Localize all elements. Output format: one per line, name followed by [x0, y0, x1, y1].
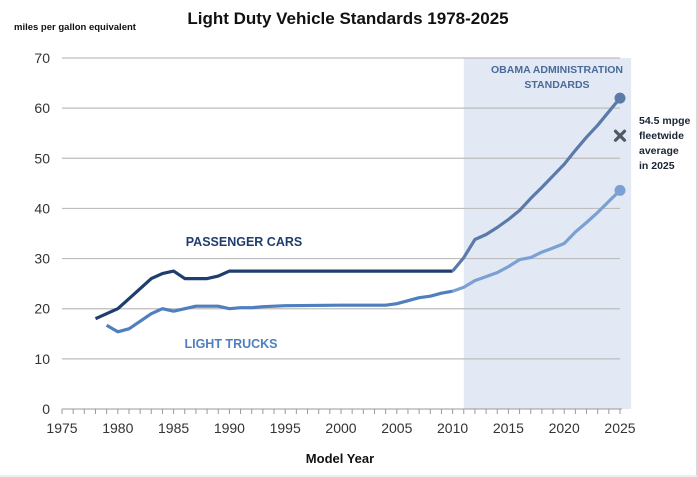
x-tick-label: 1975 — [46, 420, 77, 436]
y-tick-label: 0 — [42, 401, 50, 417]
series-line-projected-passenger-cars — [451, 97, 622, 273]
x-tick-label: 2005 — [381, 420, 412, 436]
y-axis-label: miles per gallon equivalent — [14, 22, 137, 33]
shaded-region-label-line2: STANDARDS — [524, 79, 589, 91]
chart-title: Light Duty Vehicle Standards 1978-2025 — [187, 9, 508, 28]
annotation-text-line3: average — [639, 145, 679, 157]
y-axis-tick-labels: 0 10 20 30 40 50 60 70 — [34, 50, 50, 417]
end-marker-passenger-cars — [614, 92, 626, 104]
series-label-light-trucks: LIGHT TRUCKS — [184, 337, 277, 351]
y-tick-label: 50 — [34, 150, 50, 166]
y-tick-label: 40 — [34, 200, 50, 216]
annotation-fleetwide-average: 54.5 mpge fleetwide average in 2025 — [613, 115, 691, 172]
annotation-text-line2: fleetwide — [639, 130, 684, 142]
series-label-passenger-cars: PASSENGER CARS — [186, 235, 302, 249]
y-tick-label: 20 — [34, 301, 50, 317]
series-line-light-trucks — [105, 289, 453, 334]
annotation-text-line1: 54.5 mpge — [639, 115, 691, 127]
series-line-passenger-cars — [94, 269, 453, 321]
series-lines — [94, 92, 626, 334]
annotation-text-line4: in 2025 — [639, 160, 675, 172]
x-tick-label: 2015 — [493, 420, 524, 436]
x-tick-label: 1995 — [270, 420, 301, 436]
x-axis-label: Model Year — [306, 451, 374, 466]
gridlines — [62, 57, 620, 360]
end-marker-light-trucks — [614, 184, 626, 196]
x-axis — [61, 408, 622, 414]
x-tick-label: 1990 — [214, 420, 245, 436]
x-tick-label: 2025 — [604, 420, 635, 436]
x-axis-tick-labels: 1975 1980 1985 1990 1995 2000 2005 2010 2015 2020… — [46, 420, 635, 436]
series-line-projected-light-trucks — [452, 189, 622, 293]
x-tick-label: 2020 — [549, 420, 580, 436]
y-tick-label: 30 — [34, 251, 50, 267]
y-tick-label: 60 — [34, 100, 50, 116]
x-marker-icon — [613, 129, 627, 142]
x-tick-label: 1985 — [158, 420, 189, 436]
y-tick-label: 10 — [34, 351, 50, 367]
x-tick-label: 1980 — [102, 420, 133, 436]
x-tick-label: 2010 — [437, 420, 468, 436]
shaded-region-label-line1: OBAMA ADMINISTRATION — [491, 64, 623, 76]
x-tick-label: 2000 — [325, 420, 356, 436]
y-tick-label: 70 — [34, 50, 50, 66]
